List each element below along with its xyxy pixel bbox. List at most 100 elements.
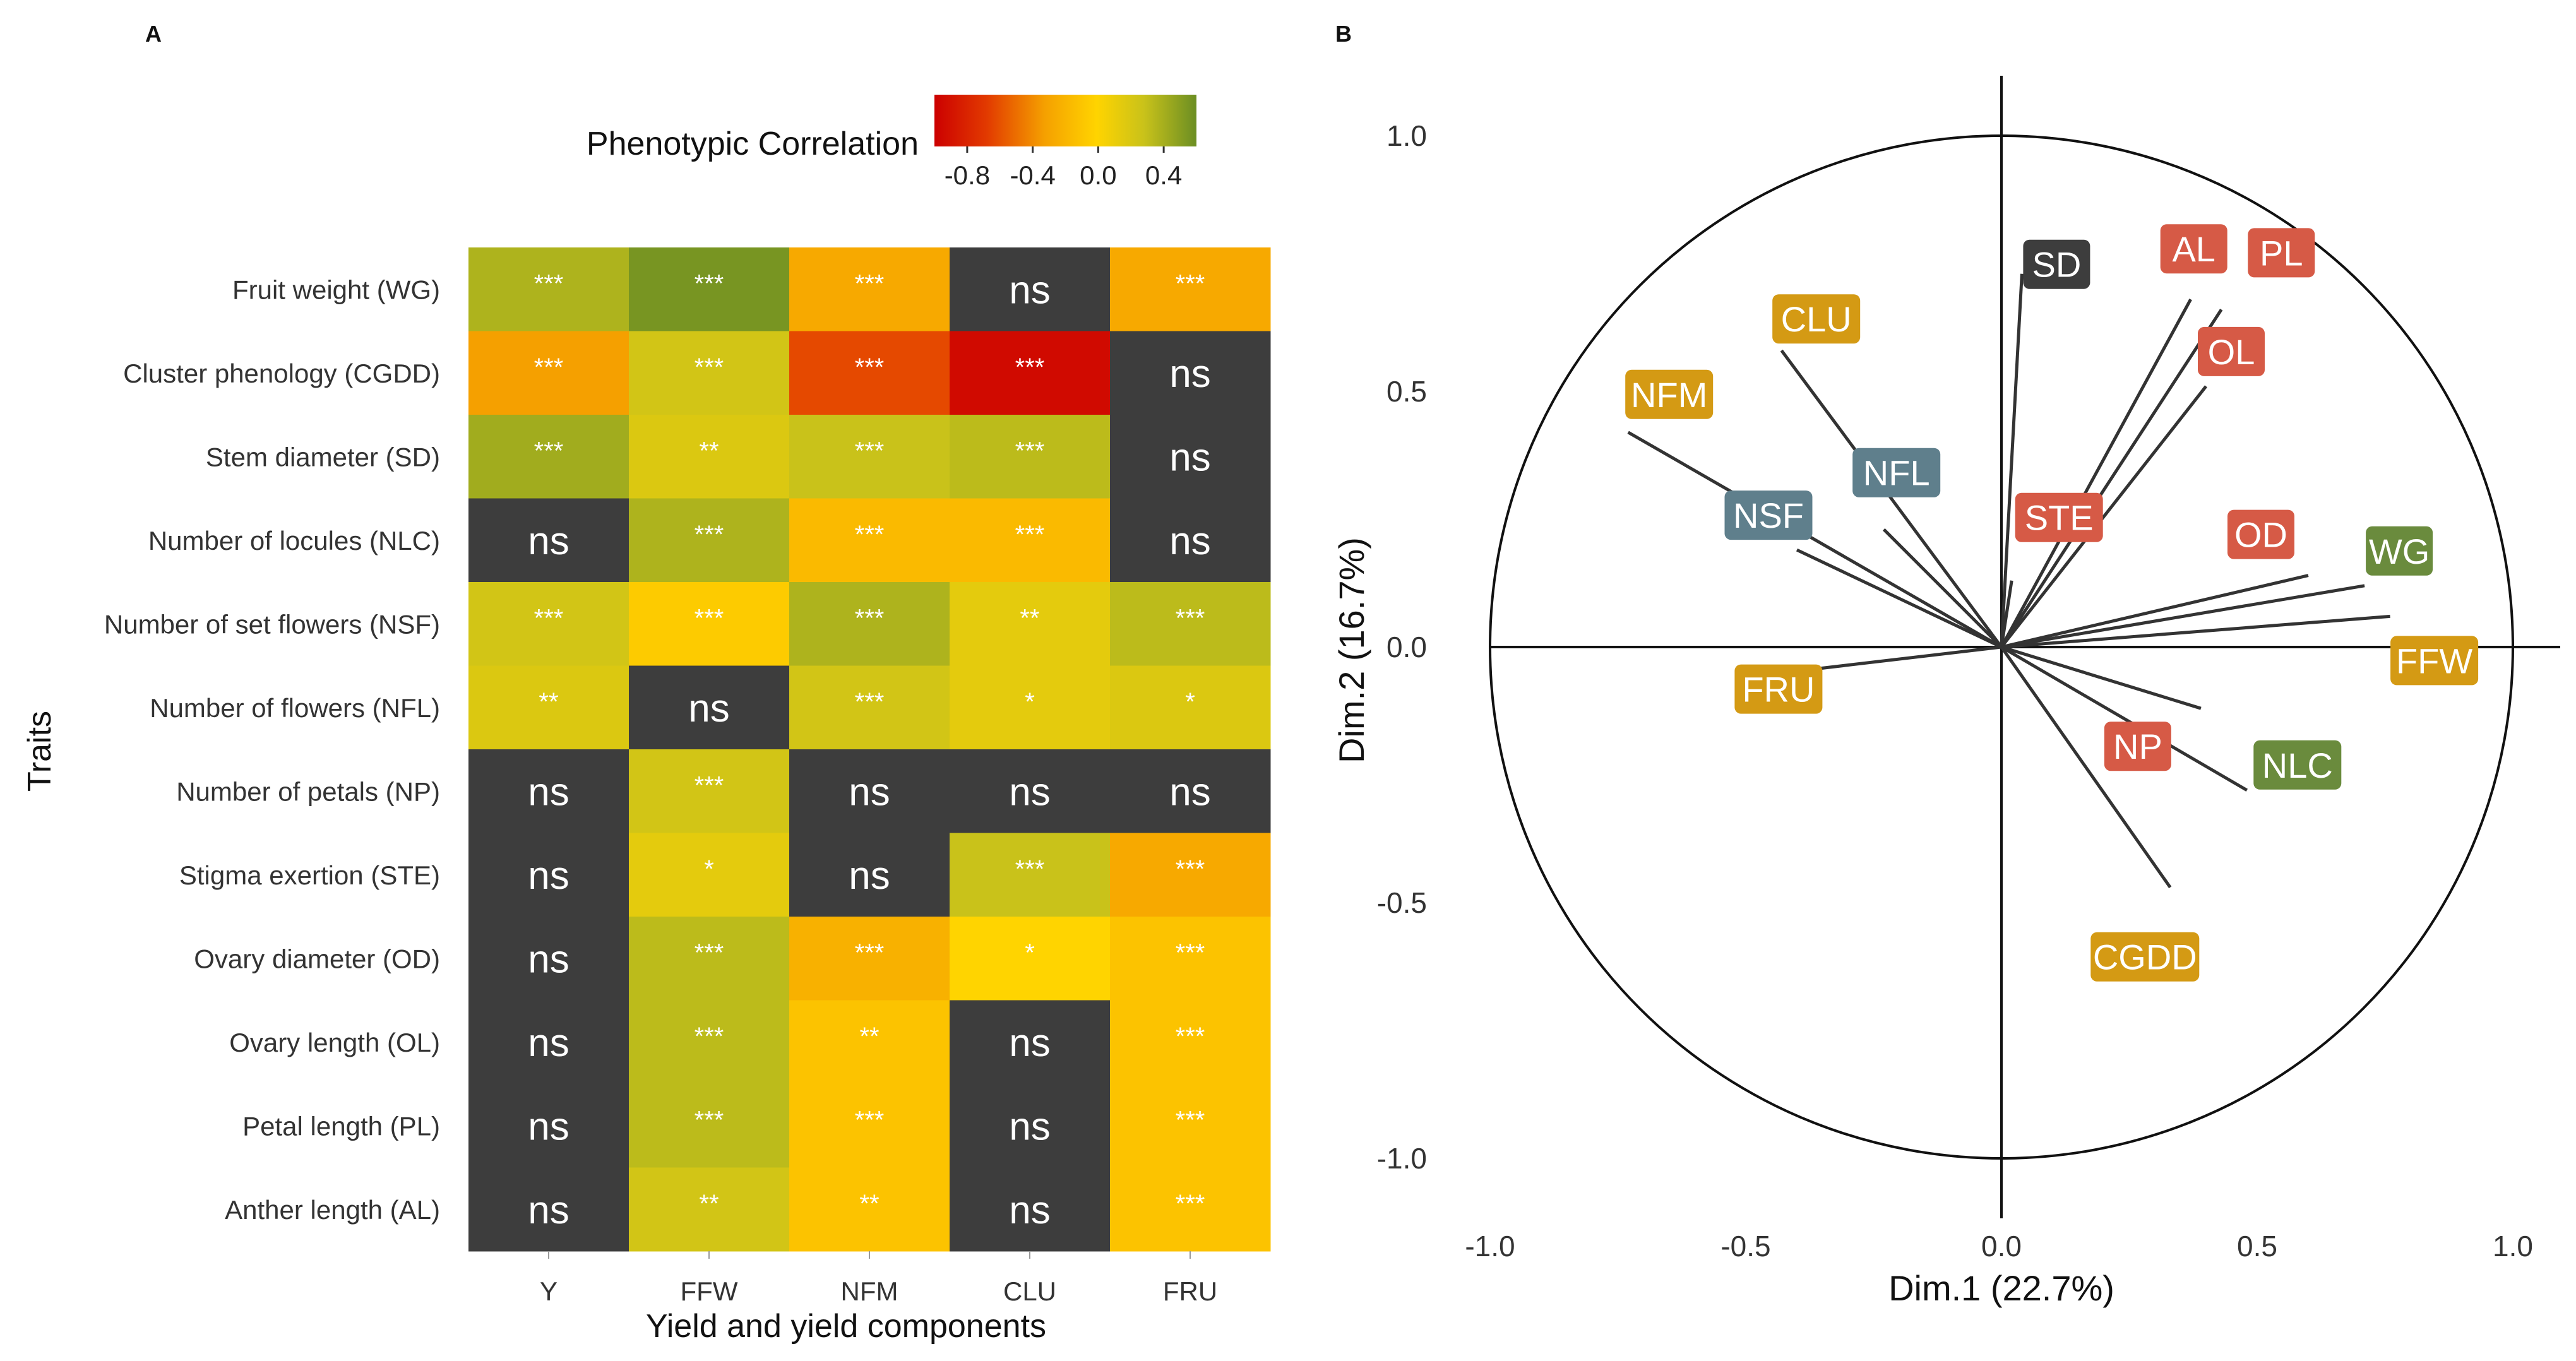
y-tick-label: -0.5 [1377,886,1427,919]
column-label: Y [540,1276,558,1306]
vector-label-box [1772,294,1861,344]
significance-mark: ns [688,687,729,730]
row-label: Number of petals (NP) [176,776,440,806]
x-tick-label: 1.0 [2493,1230,2533,1263]
heatmap-cell [1110,1167,1271,1252]
column-label: NFM [841,1276,898,1306]
pca-vectors [1627,273,2390,889]
significance-mark: *** [855,521,885,549]
significance-mark: *** [1015,437,1045,465]
significance-mark: *** [1015,521,1045,549]
vector-label-box [2160,224,2227,274]
y-tick-label: -1.0 [1377,1142,1427,1175]
x-axis-title-a: Yield and yield components [646,1308,1046,1345]
significance-mark: *** [695,270,724,297]
significance-mark: *** [534,270,564,297]
loading-vector [1627,431,2003,649]
heatmap-cell [468,415,629,499]
pca-panel: B SD AL PL OL OD STE NP WG NLC FFW CGDD CLU NFM FRU NF… [1332,21,2560,1308]
heatmap-cell [629,331,790,415]
vector-label-text: WG [2369,532,2430,571]
heatmap-cell [789,247,950,331]
heatmap-cell [789,1084,950,1168]
loading-vector [2000,580,2013,648]
loading-vector [2001,584,2365,649]
significance-mark: ns [1009,268,1050,312]
heatmap-cell [789,749,950,833]
significance-mark: *** [855,270,885,297]
vector-label: FRU [1734,664,1823,714]
vector-label-box [2015,492,2103,542]
vector-label: OD [2227,509,2294,559]
heatmap-cell [629,582,790,666]
x-tick-label: -0.5 [1720,1230,1770,1263]
heatmap-cell [629,917,790,1001]
vector-label: CLU [1772,294,1861,344]
heatmap-cell [468,833,629,917]
heatmap-cell [1110,917,1271,1001]
loading-vector [1796,548,2003,649]
heatmap-cell [789,1167,950,1252]
significance-mark: *** [855,354,885,381]
significance-mark: *** [695,1023,724,1050]
vector-label: AL [2160,224,2227,274]
vector-label-box [1734,664,1823,714]
significance-mark: ns [528,1189,569,1232]
heatmap-cell [629,1084,790,1168]
loading-vector [2000,309,2223,648]
significance-mark: *** [855,688,885,716]
row-label: Cluster phenology (CGDD) [123,359,440,388]
significance-mark: *** [855,939,885,966]
significance-mark: ** [699,1190,719,1218]
loading-vector [2001,614,2390,649]
heatmap-grid: *** *** *** ns ****** *** *** *** ns*** ** *** *** n… [468,247,1271,1252]
heatmap-cell [1110,498,1271,583]
heatmap-cell [789,917,950,1001]
vector-label-box [2090,932,2200,982]
heatmap-cell [468,247,629,331]
y-tick-label: 0.0 [1386,631,1427,663]
vector-label-box [1852,448,1941,497]
row-label: Anther length (AL) [225,1195,440,1225]
vector-label-box [2104,722,2171,771]
significance-mark: ns [528,1021,569,1065]
heatmap-cell [629,415,790,499]
vector-label: NSF [1724,490,1813,540]
significance-mark: *** [855,1106,885,1134]
vector-label-text: PL [2260,233,2303,273]
significance-mark: *** [1176,1106,1205,1134]
heatmap-cell [950,1084,1111,1168]
significance-mark: *** [855,437,885,465]
y-tick-label: 0.5 [1386,375,1427,408]
legend-colorbar [934,95,1196,146]
column-label: FRU [1163,1276,1217,1306]
y-axis-title-a: Traits [21,711,58,792]
significance-mark: *** [695,521,724,549]
pca-ticks: -1.0 -0.5 0.0 0.5 1.0 1.0 0.5 0.0 -0.5 -1.0 [1377,119,2533,1263]
heatmap-legend: Phenotypic Correlation -0.8 -0.4 0.0 0.4 [587,95,1196,190]
x-tick-label: 0.0 [1981,1230,2022,1263]
loading-vector [2000,646,2172,889]
heatmap-cell [950,498,1111,583]
significance-mark: *** [695,604,724,632]
column-label: CLU [1003,1276,1056,1306]
significance-mark: *** [1015,354,1045,381]
vector-label-text: FRU [1742,670,1815,710]
significance-mark: ns [1169,352,1210,396]
vector-label: PL [2248,228,2315,278]
heatmap-cell [1110,331,1271,415]
heatmap-cell [629,833,790,917]
heatmap-cell [1110,665,1271,750]
vector-label-text: CLU [1781,299,1852,339]
y-axis-title-b: Dim.2 (16.7%) [1332,537,1371,763]
heatmap-cell [468,331,629,415]
significance-mark: ns [849,770,890,814]
loading-vector [2000,273,2024,648]
row-label: Ovary length (OL) [229,1028,440,1057]
significance-mark: ns [1009,770,1050,814]
vector-label-box [1724,490,1813,540]
vector-label-box [1625,369,1714,419]
loading-vector [2001,574,2309,649]
row-label: Stigma exertion (STE) [179,860,440,890]
vector-label-box [2253,740,2342,790]
